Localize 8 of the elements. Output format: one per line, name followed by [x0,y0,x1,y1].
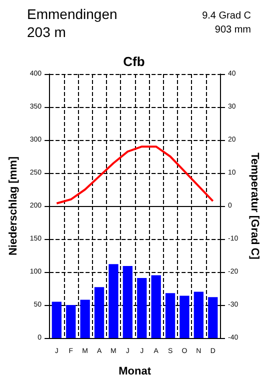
chart-title: Emmendingen [27,6,118,22]
y-axis-title: Niederschlag [mm] [8,156,20,256]
text: 903 mm [214,24,251,36]
x-axis-title: Monat [118,366,152,378]
y2-axis-title: Temperatur [Grad C] [248,152,260,260]
text: 9.4 Grad C [202,10,252,22]
text: Cfb [123,54,145,69]
chart-subtitle: 203 m [27,24,66,40]
